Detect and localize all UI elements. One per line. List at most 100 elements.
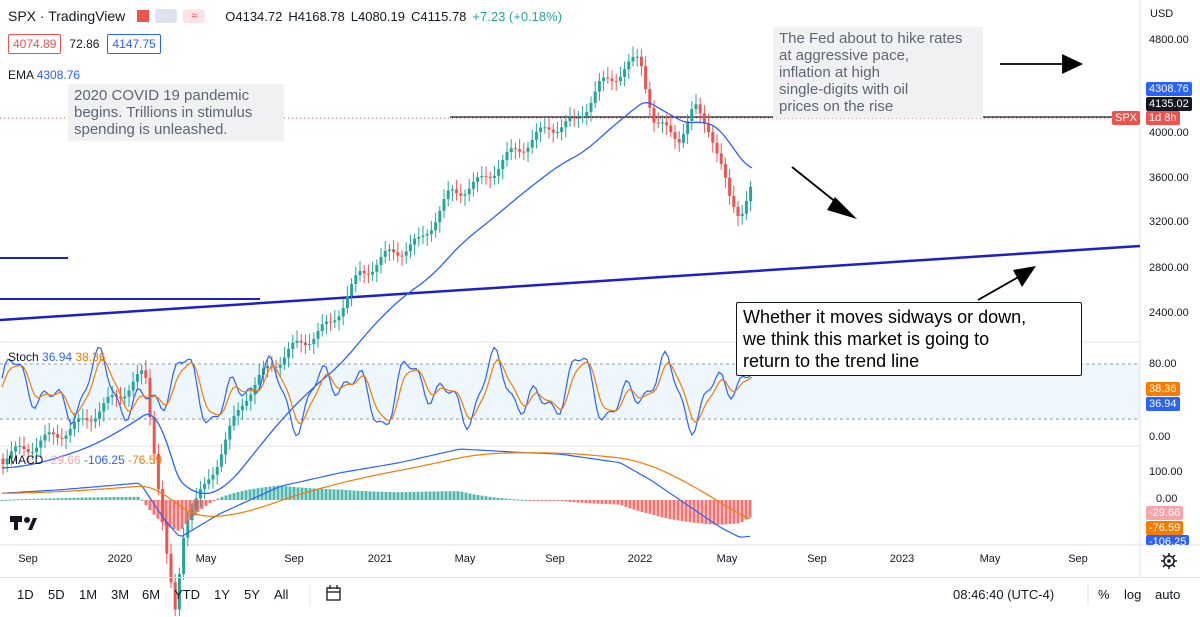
timeframe-ytd[interactable]: YTD [174, 587, 200, 602]
symbol-title[interactable]: SPX · TradingView [8, 8, 126, 24]
candle-body [450, 189, 454, 191]
macd-histogram-bar [16, 499, 20, 501]
time-tick: 2023 [889, 553, 915, 565]
macd-histogram-bar [124, 496, 128, 500]
candle-body [505, 152, 509, 161]
candle-body [501, 160, 505, 170]
log-toggle[interactable]: log [1124, 587, 1142, 602]
macd-histogram-bar [648, 500, 652, 514]
timeframe-5d[interactable]: 5D [48, 587, 65, 602]
candle-body [144, 370, 148, 378]
candle-body [169, 553, 173, 583]
macd-histogram-bar [652, 500, 656, 516]
flag-icon[interactable] [137, 10, 150, 22]
candle-body [564, 121, 568, 128]
tradingview-logo-icon[interactable] [10, 516, 37, 530]
macd-histogram-bar [204, 500, 208, 506]
candle-body [396, 252, 400, 256]
macd-histogram-bar [208, 500, 212, 504]
fed-line-1: The Fed about to hike rates [779, 30, 963, 47]
macd-histogram-bar [672, 500, 676, 520]
currency-label[interactable]: USD [1150, 8, 1174, 20]
trendline-annotation[interactable]: Whether it moves sidways or down, we thi… [736, 302, 1082, 376]
macd-legend[interactable]: MACD -29.66 -106.25 -76.59 [8, 453, 162, 467]
timeframe-1m[interactable]: 1M [79, 587, 98, 602]
candle-body [631, 56, 635, 62]
price-tick: 4000.00 [1149, 127, 1189, 139]
macd-histogram-bar [524, 499, 528, 501]
arrow-up-right-icon [977, 266, 1036, 301]
candle-body [707, 123, 711, 133]
macd-histogram-bar [176, 500, 180, 531]
macd-histogram-bar [48, 498, 52, 500]
timeframe-5y[interactable]: 5Y [244, 587, 260, 602]
calendar-range-icon[interactable] [326, 585, 341, 601]
macd-histogram-bar [736, 500, 740, 524]
timeframe-1d[interactable]: 1D [17, 587, 34, 602]
fed-annotation[interactable]: The Fed about to hike rates at aggressiv… [773, 27, 983, 118]
candle-body [425, 234, 429, 236]
macd-histogram-bar [236, 492, 240, 500]
macd-histogram-bar [32, 498, 36, 500]
settings-gear-icon[interactable] [1161, 553, 1177, 569]
candle-body [555, 131, 559, 133]
macd-histogram-bar [88, 497, 92, 500]
auto-toggle[interactable]: auto [1155, 587, 1181, 602]
more-options-icon[interactable] [155, 9, 178, 23]
macd-histogram-bar [104, 497, 108, 500]
candle-body [350, 284, 354, 297]
percent-toggle[interactable]: % [1098, 587, 1110, 602]
macd-tick: 100.00 [1149, 466, 1183, 478]
covid-line-2: begins. Trillions in stimulus [74, 104, 253, 121]
timeframe-3m[interactable]: 3M [111, 587, 130, 602]
candle-body [686, 121, 690, 135]
candle-body [627, 61, 631, 70]
long-term-trendline[interactable] [0, 244, 1141, 322]
clock-timezone[interactable]: 08:46:40 (UTC-4) [953, 587, 1055, 602]
candle-body [190, 509, 194, 521]
candle-body [488, 176, 492, 178]
macd-histogram-bar [4, 499, 8, 501]
candle-body [320, 324, 324, 331]
macd-histogram-bar [168, 500, 172, 528]
candle-body [484, 175, 488, 177]
ema-legend[interactable]: EMA 4308.76 [8, 68, 80, 82]
timeframe-1y[interactable]: 1Y [214, 587, 230, 602]
macd-histogram-bar [452, 491, 456, 500]
sell-price-button[interactable]: 4074.89 [8, 34, 62, 54]
candle-body [375, 265, 379, 272]
macd-histogram-bar [36, 498, 40, 500]
timeframe-all[interactable]: All [274, 587, 289, 602]
macd-hist-value: -29.66 [46, 453, 81, 467]
close-value: C4115.78 [410, 8, 467, 24]
macd-histogram-bar [624, 500, 628, 507]
stoch-tick: 0.00 [1149, 431, 1171, 443]
candle-body [568, 117, 572, 122]
macd-histogram-bar [644, 500, 648, 513]
macd-histogram-bar [260, 487, 264, 500]
macd-histogram-bar [588, 500, 592, 504]
arrow-down-right-icon [791, 166, 857, 219]
macd-histogram-bar [160, 500, 164, 523]
candle-body [639, 56, 643, 67]
buy-price-button[interactable]: 4147.75 [107, 34, 161, 54]
macd-histogram-bar [600, 500, 604, 504]
stoch-d-tag: 38.36 [1146, 382, 1180, 396]
covid-annotation[interactable]: 2020 COVID 19 pandemic begins. Trillions… [68, 84, 284, 141]
time-tick: May [979, 553, 1001, 565]
candle-body [207, 479, 211, 485]
stoch-legend[interactable]: Stoch 36.94 38.36 [8, 350, 105, 364]
candle-body [203, 484, 207, 490]
candle-body [513, 148, 517, 150]
compare-wave-icon[interactable]: ≈ [183, 9, 206, 23]
candle-body [278, 364, 282, 368]
macd-tick: 0.00 [1156, 493, 1178, 505]
timeframe-6m[interactable]: 6M [142, 587, 161, 602]
macd-histogram-bar [632, 500, 636, 510]
macd-histogram-bar [240, 491, 244, 500]
candle-body [509, 148, 513, 153]
candle-body [463, 194, 467, 196]
macd-histogram-bar [608, 500, 612, 505]
candle-body [51, 432, 55, 435]
spread-value: 72.86 [69, 37, 100, 51]
